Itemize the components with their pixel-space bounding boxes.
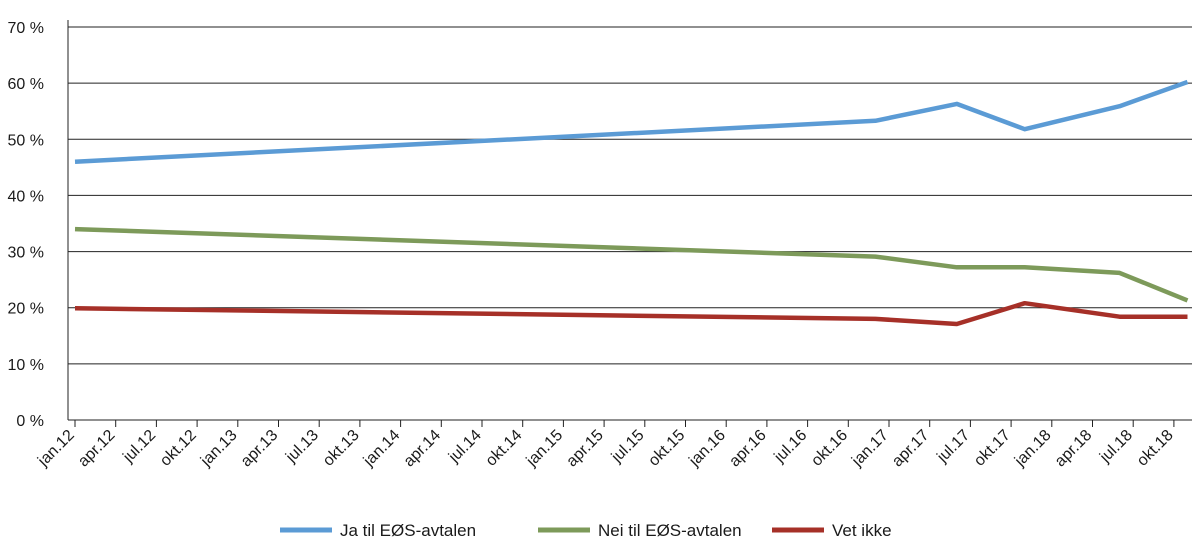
gridlines (68, 26, 1192, 365)
x-tick-label: jul.13 (282, 427, 322, 467)
x-tick-label: apr.14 (401, 427, 445, 471)
x-tick-label: jul.14 (445, 427, 485, 467)
axes (67, 20, 1192, 421)
series-line (74, 226, 1189, 303)
x-tick-label: jul.15 (608, 427, 648, 467)
y-tick-label: 40 % (8, 188, 44, 205)
x-tick-label: jan.18 (1011, 427, 1055, 471)
x-tick-label: okt.13 (320, 427, 363, 470)
x-tick-label: apr.17 (889, 427, 933, 471)
x-tick-label: jan.15 (523, 427, 567, 471)
legend: Ja til EØS-avtalen Nei til EØS-avtalen Vet… (280, 521, 892, 540)
series-line (74, 79, 1189, 164)
x-tick-label: jul.18 (1096, 427, 1136, 467)
legend-label: Ja til EØS-avtalen (340, 521, 476, 540)
x-tick-label: jan.17 (848, 427, 892, 471)
series-line (74, 300, 1188, 327)
y-tick-labels: 0 % 10 % 20 % 30 % 40 % 50 % 60 % 70 % (8, 20, 44, 430)
x-tick-label: jul.16 (771, 427, 811, 467)
legend-label: Nei til EØS-avtalen (598, 521, 742, 540)
x-tick-label: okt.16 (808, 427, 851, 470)
x-tick-label: jan.13 (197, 427, 241, 471)
x-tick-label: okt.18 (1134, 427, 1177, 470)
x-tick-label: jan.14 (360, 427, 404, 471)
x-tick-label: apr.16 (726, 427, 770, 471)
x-tick-label: apr.15 (563, 427, 607, 471)
x-tick-label: okt.17 (971, 427, 1014, 470)
y-tick-label: 0 % (16, 413, 44, 430)
x-tick-label: okt.14 (483, 427, 526, 470)
x-tick-label: jul.12 (119, 427, 159, 467)
x-tick-label: jan.16 (685, 427, 729, 471)
series-lines (74, 79, 1189, 327)
x-tick-label: jul.17 (933, 427, 973, 467)
y-tick-label: 30 % (8, 245, 44, 262)
x-tick-label: apr.13 (238, 427, 282, 471)
y-tick-label: 60 % (8, 76, 44, 93)
y-tick-label: 70 % (8, 20, 44, 37)
y-tick-label: 50 % (8, 132, 44, 149)
y-tick-label: 20 % (8, 301, 44, 318)
x-tick-label: apr.18 (1052, 427, 1096, 471)
legend-label: Vet ikke (832, 521, 892, 540)
x-tick-label: apr.12 (75, 427, 119, 471)
x-tick-label: okt.12 (157, 427, 200, 470)
x-tick-label: okt.15 (645, 427, 688, 470)
x-tick-label: jan.12 (34, 427, 78, 471)
y-tick-label: 10 % (8, 357, 44, 374)
